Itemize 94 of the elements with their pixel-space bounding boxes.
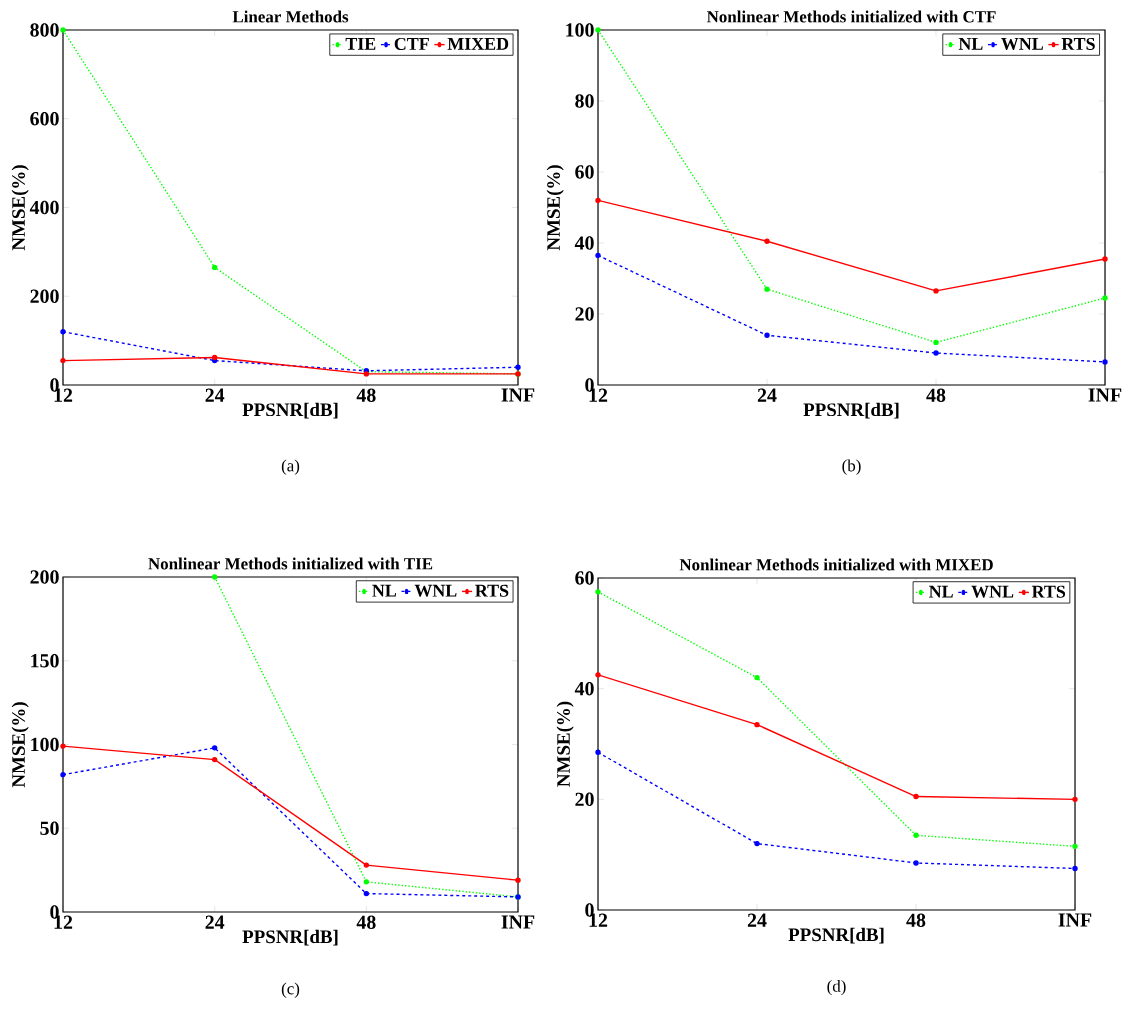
point xyxy=(595,749,601,755)
point xyxy=(933,339,939,346)
x-tick-label: INF xyxy=(1088,388,1122,402)
point xyxy=(363,890,370,897)
y-tick-label: 20 xyxy=(575,307,594,321)
point xyxy=(913,793,919,800)
point xyxy=(1102,359,1108,365)
x-axis-title: PPSNR[dB] xyxy=(788,927,884,944)
point xyxy=(1102,256,1108,262)
point xyxy=(60,27,66,33)
legend-label: WNL xyxy=(414,584,457,597)
y-tick-label: 100 xyxy=(31,737,59,752)
point xyxy=(60,743,66,749)
y-tick-label: 60 xyxy=(575,571,594,585)
y-tick-label: 40 xyxy=(574,236,594,250)
point xyxy=(60,357,66,364)
y-axis-title: NMSE(%) xyxy=(556,701,574,787)
point xyxy=(764,332,770,338)
y-axis-title: NMSE(%) xyxy=(546,165,564,251)
chart-title: Nonlinear Methods initialized with CTF xyxy=(706,10,996,23)
legend-label: WNL xyxy=(971,585,1014,598)
point xyxy=(211,745,218,751)
x-axis-title: PPSNR[dB] xyxy=(242,402,338,419)
y-tick-label: 80 xyxy=(575,94,594,108)
point xyxy=(211,264,218,271)
legend-label: RTS xyxy=(475,584,509,597)
y-tick-label: 800 xyxy=(30,23,59,37)
point xyxy=(754,674,760,681)
y-tick-label: 40 xyxy=(574,681,594,696)
x-tick-label: 24 xyxy=(205,915,225,929)
point xyxy=(764,286,770,292)
x-tick-label: INF xyxy=(501,915,535,929)
point xyxy=(595,197,601,204)
point xyxy=(754,840,760,847)
legend-label: NL xyxy=(929,585,953,598)
y-axis-title: NMSE(%) xyxy=(11,165,29,251)
point xyxy=(764,238,770,244)
legend-label: MIXED xyxy=(447,37,509,50)
text: (d) xyxy=(827,979,846,996)
x-tick-label: 24 xyxy=(757,388,777,402)
x-tick-label: INF xyxy=(501,388,535,402)
x-axis-title: PPSNR[dB] xyxy=(803,402,899,419)
text: (c) xyxy=(281,982,300,998)
text: (a) xyxy=(281,459,300,475)
y-tick-label: 150 xyxy=(31,654,59,668)
point xyxy=(1102,295,1108,301)
y-tick-label: 100 xyxy=(566,23,594,37)
legend-label: RTS xyxy=(1061,37,1095,50)
legend-label: NL xyxy=(958,37,983,50)
point xyxy=(211,756,218,763)
y-tick-label: 600 xyxy=(30,112,59,126)
legend-label: TIE xyxy=(345,37,376,50)
legend-label: CTF xyxy=(394,37,429,50)
point xyxy=(595,589,601,595)
y-tick-label: 20 xyxy=(575,792,594,807)
point xyxy=(60,771,66,778)
point xyxy=(595,27,601,33)
x-axis-title: PPSNR[dB] xyxy=(242,929,338,946)
x-tick-label: 48 xyxy=(926,388,946,402)
point xyxy=(913,860,919,866)
point xyxy=(933,288,939,294)
y-tick-label: 50 xyxy=(40,821,59,835)
x-tick-label: 48 xyxy=(906,913,926,927)
y-tick-label: 400 xyxy=(29,200,59,215)
chart-title: Nonlinear Methods initialized with TIE xyxy=(148,557,433,570)
point xyxy=(515,364,521,370)
point xyxy=(60,329,66,335)
point xyxy=(515,877,521,883)
point xyxy=(1072,865,1078,872)
point xyxy=(1072,843,1078,850)
x-tick-label: 48 xyxy=(356,388,376,402)
legend-label: RTS xyxy=(1031,585,1066,598)
point xyxy=(933,350,939,356)
chart-title: Linear Methods xyxy=(232,10,349,23)
y-tick-label: 200 xyxy=(30,289,59,303)
x-tick-label: 24 xyxy=(747,913,767,927)
y-axis-title: NMSE(%) xyxy=(11,702,29,788)
x-tick-label: 24 xyxy=(205,388,225,402)
chart-title: Nonlinear Methods initialized with MIXED xyxy=(679,558,993,571)
y-tick-label: 200 xyxy=(30,570,59,584)
point xyxy=(913,832,919,838)
legend-label: WNL xyxy=(1001,37,1043,50)
x-tick-label: INF xyxy=(1058,913,1092,927)
legend-label: NL xyxy=(372,584,397,597)
point xyxy=(595,672,601,678)
y-tick-label: 60 xyxy=(575,165,594,179)
point xyxy=(754,721,760,728)
text: (b) xyxy=(842,459,861,475)
point xyxy=(1072,796,1078,803)
point xyxy=(211,574,218,580)
point xyxy=(595,252,601,259)
x-tick-label: 48 xyxy=(356,915,376,929)
point xyxy=(363,879,370,885)
point xyxy=(363,862,370,868)
